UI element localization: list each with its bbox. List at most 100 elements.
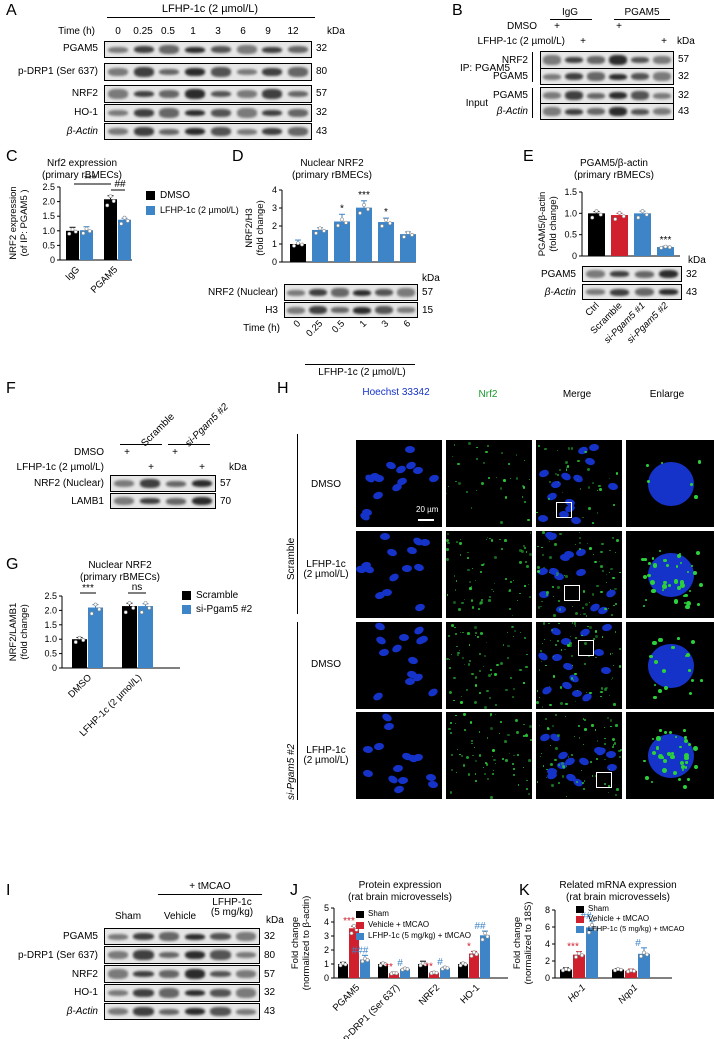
nrf2-signal — [541, 600, 543, 602]
nrf2-signal — [463, 663, 465, 665]
nrf2-signal — [618, 647, 622, 650]
nucleus — [374, 634, 387, 646]
nrf2-signal — [470, 507, 473, 509]
bar — [638, 953, 650, 978]
data-point — [617, 211, 622, 215]
data-point — [143, 601, 148, 605]
nrf2-signal — [458, 649, 460, 652]
bracket — [532, 88, 533, 118]
nrf2-signal — [467, 632, 470, 635]
blot-band — [159, 108, 180, 118]
nrf2-signal — [600, 565, 603, 569]
nrf2-signal — [484, 773, 486, 775]
row-label: H3 — [265, 305, 278, 316]
nrf2-signal — [588, 691, 592, 695]
panel-letter: C — [6, 148, 18, 165]
nrf2-signal — [579, 488, 582, 490]
blot-band — [609, 73, 627, 80]
blot-band — [107, 1007, 128, 1016]
blot-strip — [104, 928, 260, 945]
nucleus — [537, 468, 550, 479]
nrf2-signal — [584, 603, 588, 607]
legend-swatch — [356, 922, 364, 929]
kda-label: kDa — [422, 273, 440, 284]
chart-title: Protein expression (rat brain microvesse… — [348, 880, 452, 904]
nrf2-signal — [663, 685, 669, 691]
bar — [378, 222, 394, 262]
row-label: PGAM5 — [62, 931, 98, 942]
nrf2-signal — [454, 626, 456, 629]
nrf2-signal — [448, 690, 452, 694]
nrf2-signal — [594, 729, 597, 731]
significance-label: ** — [385, 962, 393, 973]
nucleus — [401, 564, 412, 572]
data-point — [366, 207, 370, 212]
data-point — [458, 963, 463, 968]
nrf2-signal — [614, 551, 616, 554]
nrf2-signal — [504, 496, 507, 499]
row-label: LAMB1 — [71, 496, 104, 507]
nrf2-signal — [478, 731, 481, 733]
kda-label: kDa — [688, 255, 706, 266]
nrf2-signal — [488, 696, 491, 700]
nrf2-signal — [614, 742, 617, 745]
nrf2-signal — [593, 554, 594, 556]
group-line — [297, 622, 298, 800]
nucleus — [374, 622, 387, 632]
nrf2-signal — [493, 555, 497, 559]
blot-band — [609, 91, 627, 100]
blot-band — [609, 107, 627, 116]
nrf2-signal — [692, 746, 698, 752]
nucleus — [405, 677, 416, 685]
nrf2-signal — [679, 561, 683, 565]
blot-band — [587, 107, 605, 116]
nucleus — [550, 480, 562, 490]
nrf2-signal — [545, 664, 547, 666]
nucleus — [391, 643, 404, 654]
nrf2-signal — [609, 567, 613, 571]
kda-value: 43 — [264, 1006, 276, 1017]
x-axis-label: LFHP-1c (2 µmol/L) — [318, 367, 406, 378]
nrf2-signal — [663, 580, 667, 585]
group-line — [120, 444, 162, 445]
blot-band — [113, 479, 135, 488]
nrf2-signal — [478, 754, 481, 757]
bar — [80, 230, 93, 260]
nrf2-signal — [554, 473, 557, 475]
nrf2-signal — [619, 571, 621, 574]
blot-band — [565, 108, 583, 115]
nrf2-signal — [455, 722, 457, 724]
blot-band — [139, 498, 161, 504]
blot-band — [210, 127, 231, 136]
blot-band — [236, 45, 257, 54]
y-tick-label: 2.0 — [44, 605, 57, 615]
nrf2-signal — [449, 731, 453, 735]
nrf2-signal — [557, 782, 560, 785]
data-point — [645, 952, 649, 957]
nrf2-signal — [615, 472, 619, 476]
data-point — [365, 958, 370, 962]
nrf2-signal — [610, 725, 612, 727]
nucleus — [550, 626, 562, 637]
group-label: PGAM5 — [624, 7, 660, 18]
nrf2-signal — [542, 622, 546, 625]
blot-band — [236, 988, 257, 998]
row-label: HO-1 — [74, 107, 98, 118]
blot-band — [184, 1007, 205, 1016]
data-point — [564, 967, 568, 971]
nrf2-signal — [521, 496, 523, 498]
bar — [400, 234, 416, 262]
data-point — [123, 610, 128, 615]
nrf2-signal — [557, 482, 559, 484]
nrf2-signal — [568, 447, 571, 450]
nrf2-signal — [459, 631, 461, 634]
nrf2-signal — [571, 605, 574, 608]
kda-value: 70 — [220, 496, 232, 507]
nrf2-signal — [548, 685, 551, 688]
nrf2-signal — [475, 780, 478, 783]
nucleus — [379, 533, 390, 541]
blot-band — [159, 1008, 180, 1015]
legend-swatch — [146, 206, 155, 215]
nrf2-signal — [513, 629, 517, 633]
nrf2-signal — [560, 649, 563, 651]
